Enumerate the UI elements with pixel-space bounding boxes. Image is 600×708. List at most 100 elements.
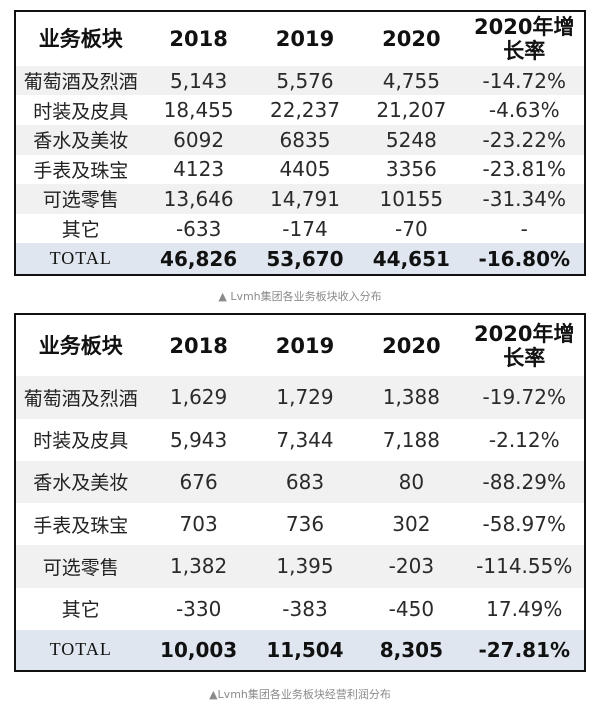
year-2019-cell: 6835 [251, 125, 359, 155]
year-2019-cell: 7,344 [276, 427, 334, 452]
year-2019-cell: 2019 [275, 26, 335, 51]
year-2020-cell: 44,651 [358, 243, 465, 275]
growth-cell: -23.22% [464, 125, 585, 155]
table-row: 香水及美妆 676 683 80 -88.29% [15, 460, 585, 504]
segment-cell: 可选零售 [15, 545, 146, 588]
revenue-table-body: 业务板块 2018 2019 2020 2020年增 长率 葡萄酒及烈酒 5,143 5,576… [15, 11, 585, 275]
segment-cell: TOTAL [15, 243, 146, 275]
year-2018-cell: 1,382 [145, 545, 252, 588]
growth-cell: -31.34% [464, 184, 585, 214]
year-2019-cell: 2019 [275, 333, 335, 358]
year-2020-cell: 2020 [382, 26, 441, 51]
segment-cell: 香水及美妆 [15, 460, 146, 504]
table-row: 时装及皮具 5,943 7,344 7,188 -2.12% [15, 419, 585, 461]
segment-cell: 香水及美妆 [15, 125, 146, 155]
segment-cell: 葡萄酒及烈酒 [15, 65, 146, 96]
growth-cell: -23.81% [482, 157, 566, 182]
year-2018-cell: 1,629 [145, 376, 252, 419]
revenue-caption: ▲ Lvmh集团各业务板块收入分布 [218, 290, 382, 303]
year-2020-cell: 21,207 [376, 98, 447, 123]
header-row: 业务板块 2018 2019 2020 2020年增 长率 [15, 314, 585, 376]
year-2020-cell: -450 [388, 596, 435, 621]
revenue-table: 业务板块 2018 2019 2020 2020年增 长率 葡萄酒及烈酒 5,143 5,576… [14, 10, 586, 276]
year-2020-cell: 80 [358, 460, 465, 504]
segment-cell: 时装及皮具 [33, 430, 129, 453]
year-2018-cell: 18,455 [163, 98, 234, 123]
year-2018-cell: 6092 [145, 125, 252, 155]
growth-cell: -58.97% [482, 512, 566, 537]
year-2019-cell: 5,576 [251, 65, 359, 96]
table-row: 其它 -633 -174 -70 - [15, 214, 585, 244]
year-2018-cell: 703 [179, 512, 218, 537]
growth-cell: -14.72% [464, 65, 585, 96]
table-row: 可选零售 1,382 1,395 -203 -114.55% [15, 545, 585, 588]
growth-cell: 2020年增 长率 [474, 321, 575, 370]
segment-cell: 可选零售 [15, 184, 146, 214]
year-2018-cell: -330 [175, 596, 222, 621]
growth-cell: -88.29% [464, 460, 585, 504]
year-2019-cell: 14,791 [251, 184, 359, 214]
table-row: 其它 -330 -383 -450 17.49% [15, 588, 585, 630]
year-2019-cell: 53,670 [251, 243, 359, 275]
year-2018-cell: 5,143 [145, 65, 252, 96]
header-row: 业务板块 2018 2019 2020 2020年增 长率 [15, 11, 585, 66]
segment-cell: 其它 [61, 219, 100, 241]
year-2019-cell: -174 [282, 216, 328, 241]
profit-table: 业务板块 2018 2019 2020 2020年增 长率葡萄酒及烈酒 1,629 1,729… [14, 313, 586, 672]
growth-cell: -2.12% [488, 427, 560, 452]
growth-cell: - [520, 216, 528, 241]
year-2020-cell: 3356 [385, 157, 437, 182]
segment-cell: 手表及珠宝 [33, 159, 129, 182]
year-2018-cell: 4123 [173, 157, 225, 182]
table-row: 香水及美妆 6092 6835 5248 -23.22% [15, 125, 585, 155]
year-2020-cell: -203 [358, 545, 465, 588]
year-2019-cell: 736 [285, 512, 325, 537]
table-row: 时装及皮具 18,455 22,237 21,207 -4.63% [15, 95, 585, 125]
profit-table-body: 业务板块 2018 2019 2020 2020年增 长率葡萄酒及烈酒 1,629 1,729… [15, 314, 585, 671]
year-2020-cell: 10155 [358, 184, 465, 214]
year-2018-cell: 10,003 [145, 629, 252, 671]
year-2020-cell: 7,188 [382, 427, 440, 452]
year-2019-cell: 22,237 [270, 98, 340, 123]
segment-cell: 业务板块 [38, 333, 123, 358]
year-2019-cell: 683 [251, 460, 359, 504]
growth-cell: -4.63% [488, 98, 560, 123]
year-2019-cell: -383 [282, 596, 328, 621]
year-2019-cell: 1,395 [251, 545, 359, 588]
segment-cell: 其它 [61, 599, 100, 622]
year-2018-cell: -633 [175, 216, 222, 241]
year-2020-cell: 8,305 [358, 629, 465, 671]
segment-cell: 葡萄酒及烈酒 [15, 376, 146, 419]
year-2018-cell: 2018 [169, 333, 228, 358]
year-2020-cell: -70 [395, 216, 428, 241]
table-row: 可选零售 13,646 14,791 10155 -31.34% [15, 184, 585, 214]
table-row: 葡萄酒及烈酒 1,629 1,729 1,388 -19.72% [15, 376, 585, 419]
year-2020-cell: 2020 [382, 333, 441, 358]
total-row: TOTAL 46,826 53,670 44,651 -16.80% [15, 243, 585, 275]
year-2018-cell: 2018 [169, 26, 228, 51]
year-2019-cell: 4405 [279, 157, 331, 182]
growth-cell: -16.80% [464, 243, 585, 275]
segment-cell: TOTAL [15, 629, 146, 671]
total-row: TOTAL 10,003 11,504 8,305 -27.81% [15, 629, 585, 671]
year-2018-cell: 13,646 [145, 184, 252, 214]
growth-cell: -27.81% [464, 629, 585, 671]
growth-cell: -19.72% [464, 376, 585, 419]
growth-cell: 17.49% [486, 596, 563, 621]
year-2018-cell: 676 [145, 460, 252, 504]
year-2020-cell: 4,755 [358, 65, 465, 96]
year-2018-cell: 5,943 [170, 427, 228, 452]
year-2020-cell: 5248 [358, 125, 465, 155]
segment-cell: 手表及珠宝 [33, 514, 129, 537]
segment-cell: 时装及皮具 [33, 100, 129, 123]
profit-caption: ▲Lvmh集团各业务板块经营利润分布 [209, 688, 391, 701]
segment-cell: 业务板块 [38, 26, 123, 51]
table-row: 手表及珠宝 703 736 302 -58.97% [15, 503, 585, 545]
growth-cell: -114.55% [464, 545, 585, 588]
table-row: 葡萄酒及烈酒 5,143 5,576 4,755 -14.72% [15, 65, 585, 96]
year-2020-cell: 302 [392, 512, 431, 537]
table-row: 手表及珠宝 4123 4405 3356 -23.81% [15, 155, 585, 185]
year-2018-cell: 46,826 [145, 243, 252, 275]
year-2019-cell: 1,729 [251, 376, 359, 419]
year-2019-cell: 11,504 [251, 629, 359, 671]
